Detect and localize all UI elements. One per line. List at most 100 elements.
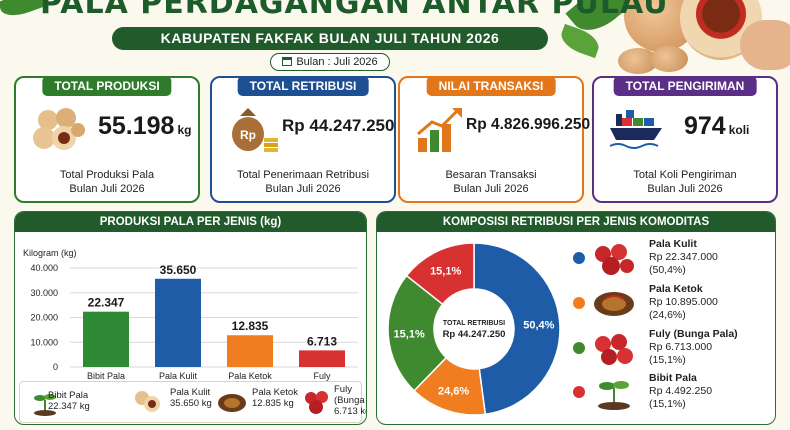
center-value: Rp 44.247.250 [443,329,506,340]
page-title: PALA PERDAGANGAN ANTAR PULAU [40,0,669,21]
card-total-produksi: TOTAL PRODUKSI 55.198 kg Total Produksi P… [14,76,200,203]
slice-label: 24,6% [438,386,469,398]
card-total-pengiriman: TOTAL PENGIRIMAN 974 koli Total Koli Peng… [592,76,778,203]
bar-panel-title: PRODUKSI PALA PER JENIS (kg) [15,212,366,232]
card-description: Total Penerimaan Retribusi Bulan Juli 202… [212,168,394,196]
legend-pct: (24,6%) [649,309,686,321]
legend-name: Fuly (Bunga Pala) [649,328,738,340]
legend-item-fuly: Fuly(Bunga Pala)6.713 kg [334,384,366,417]
produksi-unit: kg [177,123,192,137]
card-value: 974 koli [684,112,749,141]
legend-name: Pala Ketok [252,387,298,398]
card-description: Total Produksi Pala Bulan Juli 2026 [16,168,198,196]
pengiriman-unit: koli [728,123,750,137]
x-tick-label: Pala Ketok [228,371,272,381]
y-tick-label: 0 [53,362,58,372]
card-label: TOTAL PRODUKSI [42,76,172,96]
nutmeg-illustration [650,46,688,72]
desc-line-2: Bulan Juli 2026 [647,183,723,195]
legend-dot [573,386,585,398]
legend-pct: (50,4%) [649,264,686,276]
legend-amount: Rp 4.492.250 [649,385,713,397]
money-bag-icon: Rp [232,108,278,152]
desc-line-2: Bulan Juli 2026 [69,183,145,195]
nutmeg-icon [33,108,85,150]
legend-item-bibit: Bibit Pala 22.347 kg [48,390,90,412]
pie-panel-title: KOMPOSISI RETRIBUSI PER JENIS KOMODITAS [377,212,775,232]
legend-dot [573,342,585,354]
nutmeg-icon [135,391,160,412]
legend-name: Bibit Pala [649,372,697,384]
calendar-icon [282,57,293,66]
bar [83,311,129,367]
legend-amount: Rp 6.713.000 [649,341,713,353]
x-tick-label: Pala Kulit [159,371,198,381]
hand-illustration [740,20,790,70]
x-tick-label: Bibit Pala [87,371,125,381]
bar-value-label: 22.347 [88,296,125,310]
transaksi-value: Rp 4.826.996.250 [466,116,591,133]
card-description: Besaran Transaksi Bulan Juli 2026 [400,168,582,196]
y-tick-label: 30.000 [30,288,58,298]
mace-icon [595,334,633,365]
desc-line-1: Total Produksi Pala [59,169,155,181]
legend-value: 35.650 kg [170,398,212,409]
bar-chart: Kilogram (kg) 0 10.000 20.000 30.000 40.000 2… [23,248,358,382]
y-tick-label: 10.000 [30,337,58,347]
month-label: Bulan : Juli 2026 [296,56,378,68]
bar-value-label: 6.713 [307,334,337,348]
legend-item-ketok: Pala Ketok 12.835 kg [252,387,298,409]
desc-line-1: Besaran Transaksi [445,169,537,181]
seedling-icon [598,381,630,410]
donut-chart: TOTAL RETRIBUSI Rp 44.247.250 50,4% 24,6%… [387,242,561,416]
cracked-nutmeg-icon [594,292,634,316]
legend-pct: (15,1%) [649,398,686,410]
mace-icon [305,391,328,414]
legend-amount: Rp 10.895.000 [649,296,718,308]
seedling-icon [34,394,56,416]
legend-value: 12.835 kg [252,398,294,409]
bar-chart-panel: PRODUKSI PALA PER JENIS (kg) Kilogram (k… [14,211,367,425]
legend-value: 22.347 kg [48,401,90,412]
card-description: Total Koli Pengiriman Bulan Juli 2026 [594,168,776,196]
legend-amount: Rp 22.347.000 [649,251,718,263]
pengiriman-value: 974 [684,112,726,140]
bar [227,335,273,367]
bar [155,278,201,367]
slice-label: 15,1% [394,328,425,340]
bar-value-label: 35.650 [160,263,197,277]
produksi-value: 55.198 [98,112,175,140]
legend-pct: (15,1%) [649,354,686,366]
pie-chart-panel: KOMPOSISI RETRIBUSI PER JENIS KOMODITAS … [376,211,776,425]
card-value: 55.198 kg [98,112,191,141]
y-axis-label: Kilogram (kg) [23,248,77,258]
y-tick-label: 20.000 [30,313,58,323]
center-label: TOTAL RETRIBUSI [443,320,505,327]
legend-name: Pala Kulit [170,387,211,398]
desc-line-1: Total Koli Pengiriman [633,169,737,181]
card-label: TOTAL RETRIBUSI [237,76,369,96]
page-subtitle: KABUPATEN FAKFAK BULAN JULI TAHUN 2026 [112,27,548,50]
legend-name: Pala Ketok [649,283,703,295]
nutmeg-fruit-icon [595,244,634,275]
bar-value-label: 12.835 [232,319,269,333]
retribusi-value: Rp 44.247.250 [282,116,395,135]
slice-label: 50,4% [523,320,554,332]
legend-name: Fuly [334,384,352,395]
desc-line-2: Bulan Juli 2026 [265,183,341,195]
legend-dot [573,297,585,309]
legend-name: Bibit Pala [48,390,89,401]
bar-legend: Bibit Pala 22.347 kg Pala Kulit 35.650 kg … [19,381,366,423]
legend-name-2: (Bunga Pala) [334,395,366,406]
donut-hole [434,289,514,369]
card-label: NILAI TRANSAKSI [426,76,556,96]
cracked-nutmeg-icon [218,394,246,412]
y-tick-label: 40.000 [30,263,58,273]
desc-line-2: Bulan Juli 2026 [453,183,529,195]
bar [299,350,345,367]
month-badge: Bulan : Juli 2026 [270,53,390,71]
legend-dot [573,252,585,264]
growth-chart-icon [417,108,462,152]
card-total-retribusi: TOTAL RETRIBUSI Rp Rp 44.247.250 Total P… [210,76,396,203]
card-nilai-transaksi: NILAI TRANSAKSI Rp 4.826.996.250 Besaran… [398,76,590,203]
